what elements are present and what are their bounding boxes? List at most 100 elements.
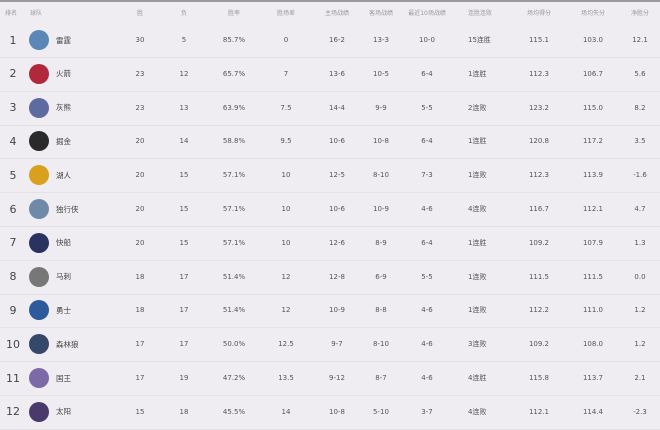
table-row[interactable]: 5 湖人 20 15 57.1% 10 12-5 8-10 7-3 1连败 112.3 113.9 -1…: [0, 158, 660, 194]
cell-gb: 12: [281, 306, 291, 315]
cell-gb: 12: [281, 272, 291, 281]
cell-ppg: 123.2: [528, 103, 550, 112]
cell-pct: 51.4%: [222, 306, 246, 315]
header-streak: 连胜连败: [468, 9, 493, 17]
cell-home: 12-5: [329, 171, 345, 180]
cell-opp: 113.9: [582, 171, 604, 180]
cell-l: 15: [179, 205, 189, 213]
cell-opp: 115.0: [582, 103, 604, 112]
cell-w: 30: [135, 36, 145, 44]
table-header: 排名 球队 胜 负 胜率 胜场差 主场战绩 客场战绩 最近10场战绩 连胜连败 …: [0, 3, 660, 21]
cell-streak: 1连败: [468, 272, 487, 281]
cell-opp: 106.7: [582, 69, 604, 78]
cell-w: 23: [135, 103, 145, 112]
header-team: 球队: [30, 9, 43, 17]
cell-home: 9-12: [329, 374, 345, 382]
cell-pct: 45.5%: [222, 407, 246, 416]
cell-rank: 3: [9, 101, 17, 115]
cell-w: 20: [135, 171, 145, 180]
cell-team: 勇士: [56, 305, 71, 315]
cell-w: 15: [135, 407, 145, 416]
cell-home: 9-7: [331, 340, 343, 349]
cell-away: 9-9: [375, 103, 387, 112]
cell-diff: 4.7: [634, 205, 646, 213]
cell-rank: 5: [9, 168, 17, 182]
table-row[interactable]: 1 雷霆 30 5 85.7% 0 16-2 13-3 10-0 15连胜 115.1 103.0 12…: [0, 23, 660, 58]
table-row[interactable]: 8 马刺 18 17 51.4% 12 12-8 6-9 5-5 1连败 111.5 111.5 0.0: [0, 260, 660, 295]
cell-gb: 10: [281, 171, 291, 180]
cell-pct: 51.4%: [222, 272, 246, 281]
cell-diff: 3.5: [634, 137, 646, 146]
cell-l10: 4-6: [421, 205, 433, 213]
cell-diff: 1.2: [634, 306, 646, 315]
cell-l10: 10-0: [419, 36, 435, 44]
cell-team: 马刺: [56, 272, 71, 282]
cell-home: 10-9: [329, 306, 345, 315]
cell-diff: 2.1: [634, 374, 646, 382]
cell-l: 14: [179, 137, 189, 146]
cell-opp: 117.2: [582, 137, 604, 146]
table-row[interactable]: 12 太阳 15 18 45.5% 14 10-8 5-10 3-7 4连败 112.1 114.4 -…: [0, 395, 660, 430]
cell-l: 18: [179, 407, 189, 416]
cell-home: 13-6: [329, 69, 345, 78]
cell-l: 17: [179, 340, 189, 349]
table-row[interactable]: 6 独行侠 20 15 57.1% 10 10-6 10-9 4-6 4连败 116.7 112.1 4…: [0, 192, 660, 227]
header-gb: 胜场差: [276, 9, 295, 17]
cell-gb: 7.5: [280, 103, 292, 112]
team-logo-icon: [28, 192, 50, 226]
cell-gb: 9.5: [280, 137, 292, 146]
table-row[interactable]: 2 火箭 23 12 65.7% 7 13-6 10-5 6-4 1连胜 112.3 106.7 5.6: [0, 57, 660, 92]
table-row[interactable]: 9 勇士 18 17 51.4% 12 10-9 8-8 4-6 1连败 112.2 111.0 1.2: [0, 293, 660, 329]
table-row[interactable]: 11 国王 17 19 47.2% 13.5 9-12 8-7 4-6 4连胜 115.8 113.7…: [0, 361, 660, 396]
cell-opp: 111.5: [582, 272, 604, 281]
cell-diff: 5.6: [634, 69, 646, 78]
cell-team: 森林狼: [56, 339, 79, 349]
cell-away: 8-7: [375, 374, 387, 382]
cell-gb: 14: [281, 407, 291, 416]
cell-streak: 1连败: [468, 306, 487, 315]
cell-ppg: 115.1: [528, 36, 550, 44]
cell-opp: 107.9: [582, 238, 604, 247]
cell-gb: 12.5: [278, 340, 294, 349]
cell-l10: 7-3: [421, 171, 433, 180]
cell-ppg: 112.3: [528, 171, 550, 180]
cell-away: 8-8: [375, 306, 387, 315]
table-row[interactable]: 3 灰熊 23 13 63.9% 7.5 14-4 9-9 5-5 2连败 123.2 115.0 8.…: [0, 91, 660, 126]
header-opp: 场均失分: [580, 9, 605, 17]
team-logo-icon: [28, 395, 50, 429]
table-row[interactable]: 4 掘金 20 14 58.8% 9.5 10-6 10-8 6-4 1连胜 120.8 117.2 3…: [0, 124, 660, 160]
table-row[interactable]: 7 快船 20 15 57.1% 10 12-6 8-9 6-4 1连胜 109.2 107.9 1.3: [0, 226, 660, 261]
cell-gb: 13.5: [278, 374, 294, 382]
cell-l10: 5-5: [421, 103, 433, 112]
cell-ppg: 112.1: [528, 407, 550, 416]
cell-opp: 103.0: [582, 36, 604, 44]
cell-away: 8-10: [373, 340, 389, 349]
cell-rank: 1: [9, 33, 17, 47]
cell-home: 10-8: [329, 407, 345, 416]
cell-rank: 11: [6, 371, 20, 385]
cell-rank: 8: [9, 270, 17, 284]
cell-diff: -1.6: [633, 171, 647, 180]
cell-streak: 1连败: [468, 171, 487, 180]
cell-home: 16-2: [329, 36, 345, 44]
cell-w: 20: [135, 205, 145, 213]
team-logo-icon: [28, 260, 50, 294]
cell-l: 13: [179, 103, 189, 112]
cell-w: 18: [135, 272, 145, 281]
cell-l10: 6-4: [421, 238, 433, 247]
cell-away: 13-3: [373, 36, 389, 44]
cell-diff: 0.0: [634, 272, 646, 281]
cell-opp: 112.1: [582, 205, 604, 213]
cell-team: 掘金: [56, 136, 71, 146]
cell-l: 5: [181, 36, 187, 44]
cell-home: 12-8: [329, 272, 345, 281]
table-row[interactable]: 10 森林狼 17 17 50.0% 12.5 9-7 8-10 4-6 3连败 109.2 108.…: [0, 327, 660, 363]
team-logo-icon: [28, 124, 50, 158]
cell-streak: 2连败: [468, 103, 487, 112]
cell-ppg: 112.3: [528, 69, 550, 78]
cell-gb: 10: [281, 238, 291, 247]
cell-l10: 4-6: [421, 374, 433, 382]
team-logo-icon: [28, 57, 50, 91]
cell-streak: 1连胜: [468, 69, 487, 78]
cell-streak: 4连败: [468, 407, 487, 416]
